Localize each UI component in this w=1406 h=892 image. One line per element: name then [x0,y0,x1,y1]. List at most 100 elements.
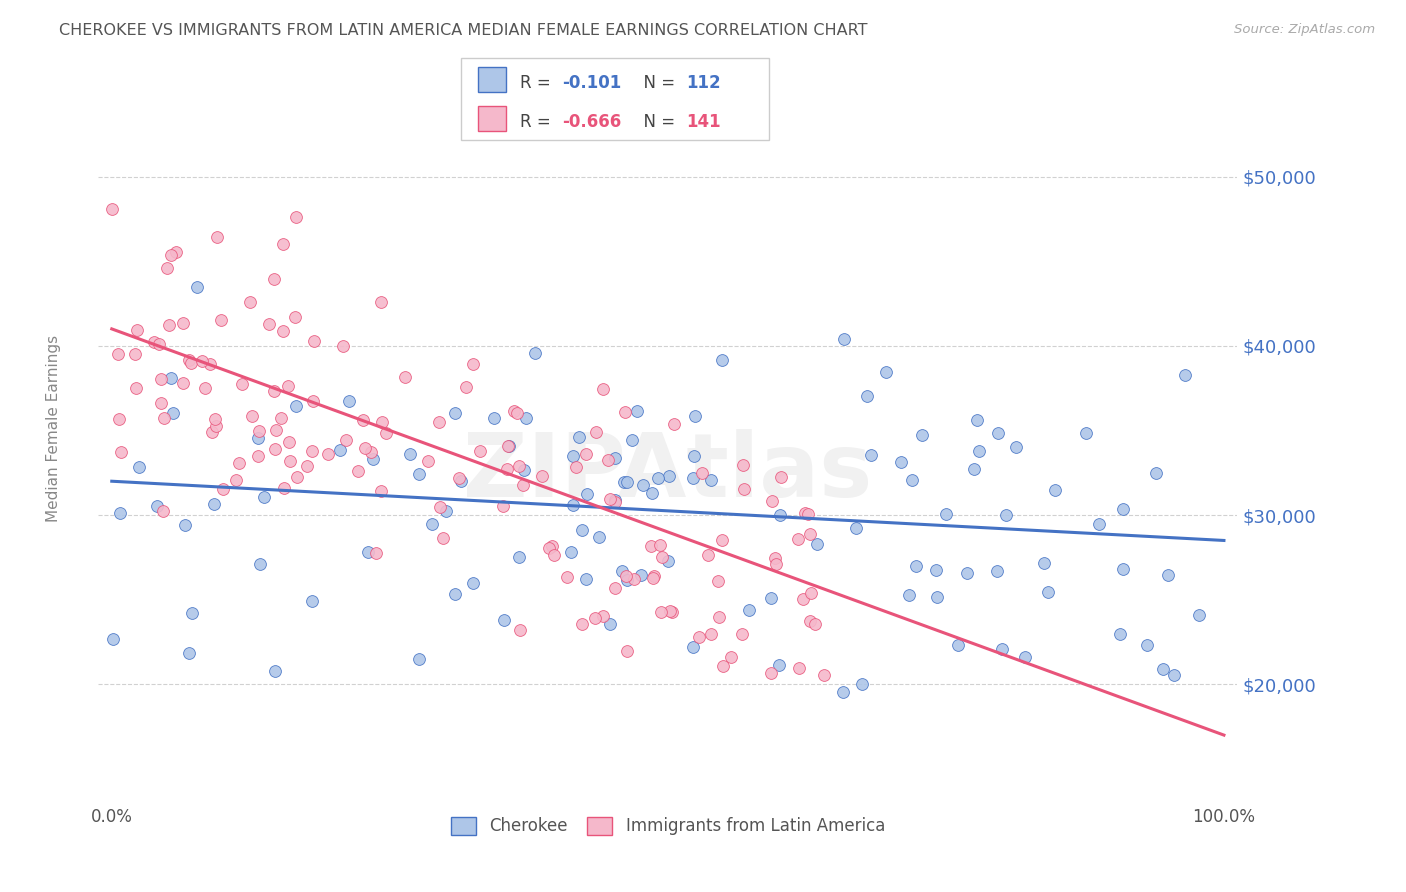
Point [399,447,422,461]
Point [301,394,323,409]
Point [640,539,662,553]
Point [768,657,790,672]
Point [492,500,515,514]
Point [860,448,883,462]
Point [711,533,734,547]
Point [769,508,792,522]
Point [616,573,638,587]
Point [506,406,529,420]
Point [966,413,988,427]
Point [375,425,398,440]
Point [371,416,394,430]
Point [301,444,323,458]
Point [509,623,531,637]
Point [583,611,606,625]
Point [700,627,723,641]
Point [228,456,250,470]
Point [240,409,263,424]
Point [496,461,519,475]
Point [1152,662,1174,676]
Point [720,649,742,664]
Point [562,498,585,512]
Point [125,381,148,395]
Point [160,248,183,262]
Point [204,412,226,426]
Point [1174,368,1197,382]
Point [316,447,339,461]
Point [273,481,295,495]
Point [285,470,308,484]
Point [575,447,598,461]
Point [100,202,122,216]
Point [616,568,638,582]
Point [494,613,516,627]
Point [253,491,276,505]
Point [148,337,170,351]
Point [496,439,519,453]
Point [571,616,593,631]
Point [946,638,969,652]
Point [682,471,704,485]
Point [688,630,710,644]
Point [263,384,285,398]
Point [108,507,131,521]
Point [246,431,269,445]
Text: 141: 141 [686,113,721,131]
Point [434,503,457,517]
Point [658,469,681,483]
Point [264,664,287,678]
Point [800,586,823,600]
Point [967,444,990,458]
Point [357,545,380,559]
Point [1163,667,1185,681]
Point [711,658,734,673]
Point [152,504,174,518]
Point [172,376,194,390]
Point [1136,638,1159,652]
Point [352,413,374,427]
Point [482,410,505,425]
Point [461,576,484,591]
Point [605,494,627,508]
Text: ZIPAtlas: ZIPAtlas [463,429,873,516]
Point [408,467,430,481]
Point [329,443,352,458]
Point [284,211,307,225]
Point [631,477,654,491]
Point [370,294,392,309]
Point [456,380,478,394]
Point [763,551,786,566]
Point [1014,649,1036,664]
Point [420,516,443,531]
Point [1108,626,1130,640]
Point [177,647,200,661]
Point [284,400,307,414]
Point [353,441,375,455]
Point [432,531,454,545]
Point [332,339,354,353]
Point [935,507,957,521]
Point [792,591,814,606]
Point [128,459,150,474]
Point [503,404,526,418]
Point [284,310,307,324]
Point [797,508,820,522]
Point [596,453,619,467]
Point [149,372,172,386]
Point [733,483,755,497]
Point [648,538,671,552]
Point [925,590,948,604]
Point [588,530,610,544]
Point [925,564,948,578]
Point [361,451,384,466]
Point [571,524,593,538]
Point [555,570,578,584]
Point [174,518,197,533]
Point [696,548,718,562]
Point [162,406,184,420]
Point [1036,585,1059,599]
Text: R =: R = [520,113,557,131]
Point [641,486,664,500]
Point [890,455,912,469]
Point [200,357,222,371]
